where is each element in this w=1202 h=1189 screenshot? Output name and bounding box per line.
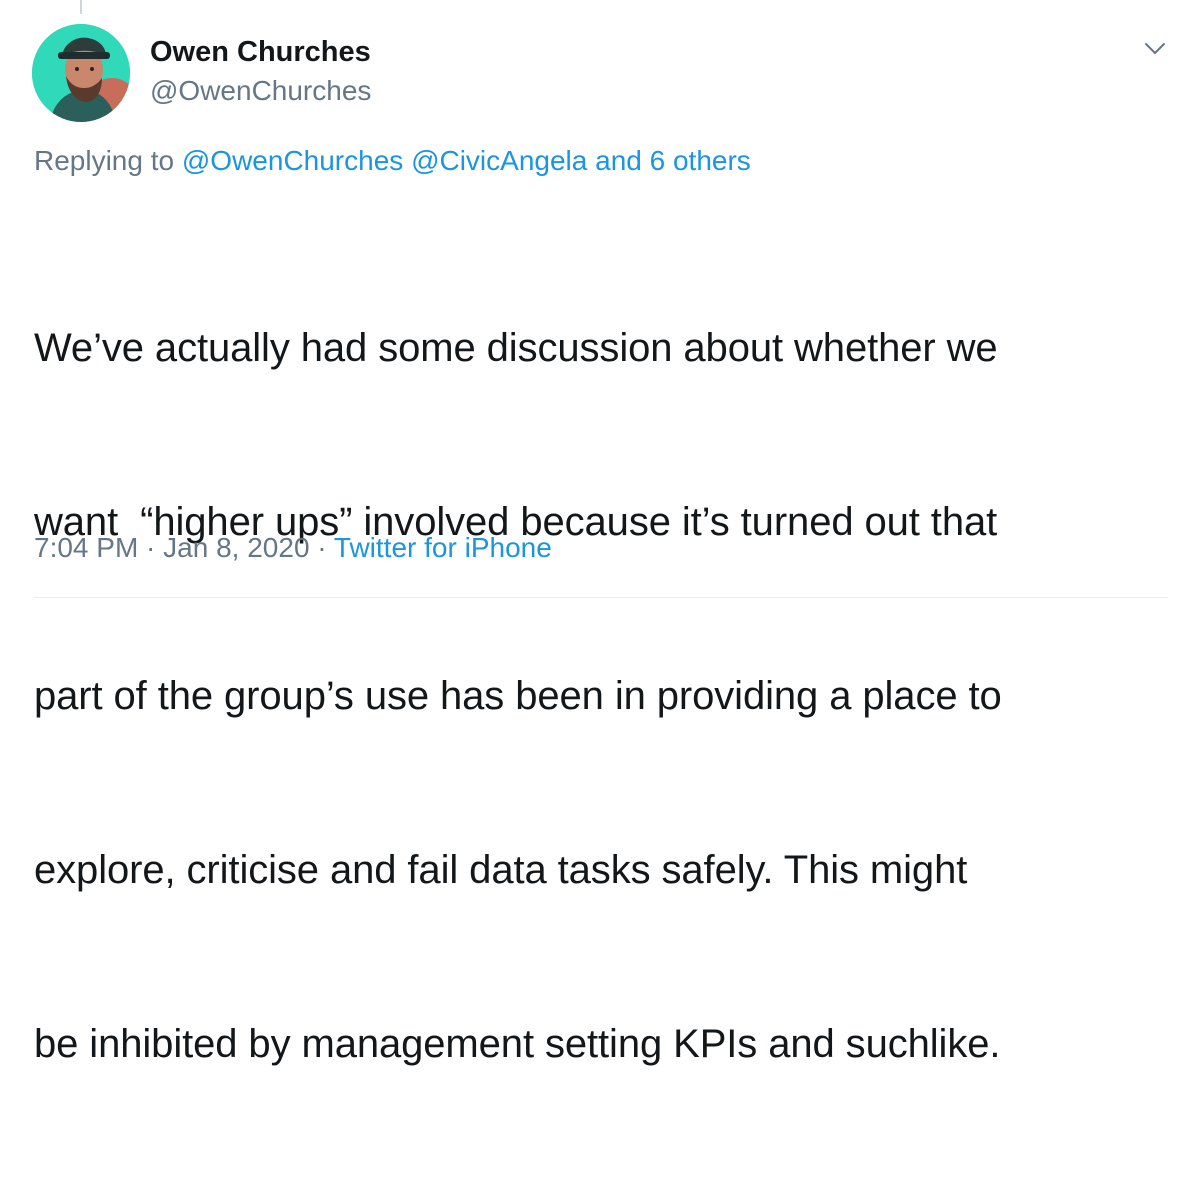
more-options-button[interactable]: [1138, 34, 1172, 64]
tweet: Owen Churches @OwenChurches Replying to …: [32, 24, 1172, 1066]
tweet-source-link[interactable]: Twitter for iPhone: [333, 532, 552, 563]
replying-to: Replying to @OwenChurches @CivicAngela a…: [34, 145, 751, 177]
thread-connector-line: [80, 0, 82, 14]
tweet-text: We’ve actually had some discussion about…: [34, 203, 1184, 1189]
replying-to-label: Replying to: [34, 145, 182, 176]
author-handle[interactable]: @OwenChurches: [150, 75, 372, 106]
author-name[interactable]: Owen Churches: [150, 36, 371, 68]
tweet-metadata: 7:04 PM · Jan 8, 2020 · Twitter for iPho…: [34, 532, 552, 564]
chevron-down-icon: [1145, 43, 1165, 54]
meta-separator: ·: [309, 532, 334, 563]
mention-link-owenchurches[interactable]: @OwenChurches: [181, 145, 404, 176]
tweet-date: Jan 8, 2020: [163, 532, 310, 563]
avatar[interactable]: [32, 24, 130, 122]
mention-link-civicangela[interactable]: @CivicAngela: [411, 145, 588, 176]
tweet-text-line: explore, criticise and fail data tasks s…: [34, 848, 968, 892]
tweet-text-line: be inhibited by management setting KPIs …: [34, 1022, 1001, 1066]
tweet-text-line: We’ve actually had some discussion about…: [34, 326, 998, 370]
timestamp-link[interactable]: 7:04 PM · Jan 8, 2020: [34, 532, 310, 563]
avatar-image: [32, 24, 130, 122]
tweet-time: 7:04 PM: [34, 532, 139, 563]
others-link[interactable]: and 6 others: [595, 145, 751, 176]
divider: [34, 597, 1168, 598]
tweet-text-line: part of the group’s use has been in prov…: [34, 674, 1002, 718]
tweet-text-line: want “higher ups” involved because it’s …: [34, 500, 998, 544]
meta-separator: ·: [138, 532, 164, 563]
